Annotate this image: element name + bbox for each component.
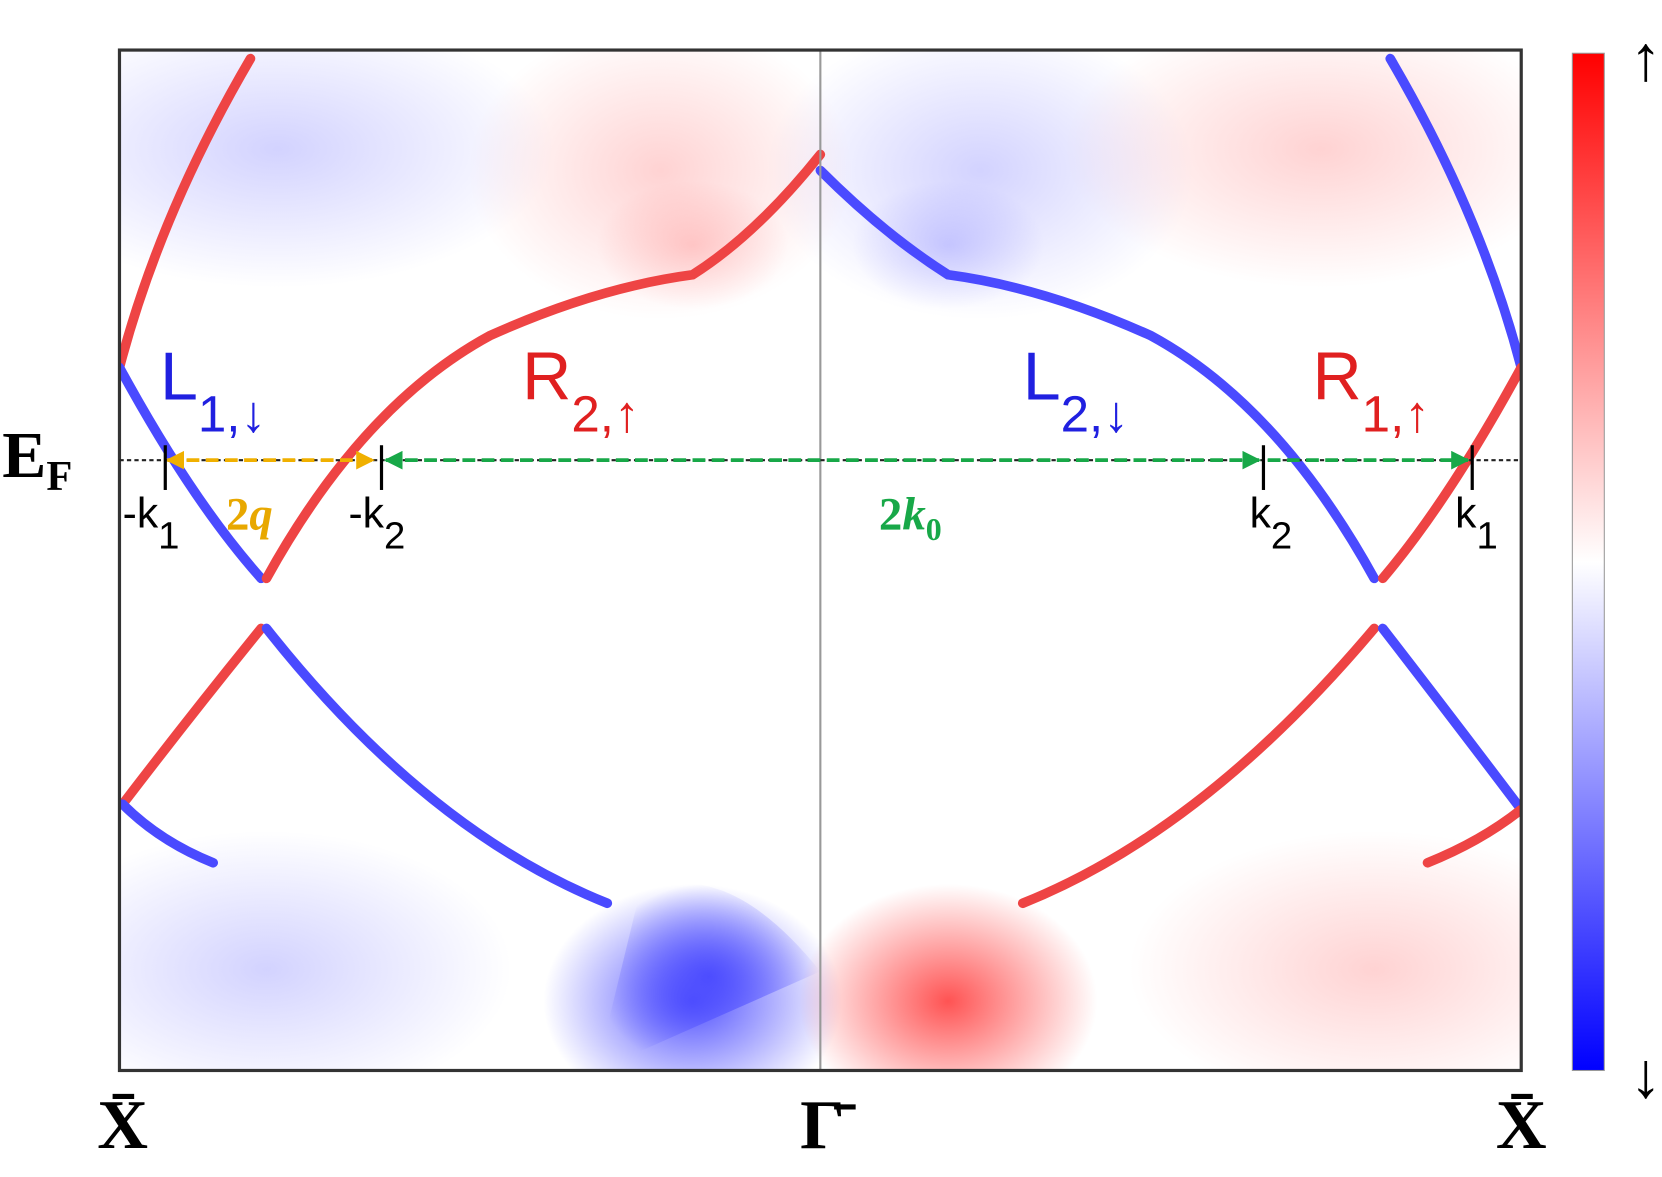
label-part: 1 <box>158 515 179 558</box>
label-part: -k <box>348 489 384 537</box>
label-part: R <box>1312 338 1361 414</box>
label-part: L <box>1023 338 1061 414</box>
spectral-map <box>119 50 1522 1071</box>
label-part: k <box>1250 489 1272 537</box>
label-part: 1 <box>1476 515 1497 558</box>
x-label: X̄ <box>97 1086 148 1164</box>
x-label: Γ̄ <box>800 1086 856 1164</box>
label-part: 2 <box>1271 515 1292 558</box>
label-part: 2 <box>226 488 249 540</box>
colorbar-top: ↑ <box>1630 22 1662 94</box>
label-part: 2 <box>384 515 405 558</box>
band-label: R2,↑ <box>522 338 639 442</box>
colorbar-bottom: ↓ <box>1630 1039 1662 1111</box>
k-label: -k2 <box>348 489 405 557</box>
label-part: 2 <box>879 488 902 540</box>
band-label: L1,↓ <box>160 338 266 442</box>
plot-frame <box>117 48 1523 1073</box>
label-part: E <box>2 419 46 492</box>
label-part: F <box>46 453 72 500</box>
label-part: k <box>902 488 926 540</box>
band-label: R1,↑ <box>1312 338 1429 442</box>
label-part: L <box>160 338 198 414</box>
label-part: 2,↓ <box>1061 385 1129 442</box>
span-label: 2k0 <box>879 488 942 547</box>
k-label: k2 <box>1250 489 1293 557</box>
k-label: -k1 <box>123 489 180 557</box>
label-part: k <box>1455 489 1477 537</box>
label-part: 0 <box>926 512 942 547</box>
x-label: X̄ <box>1496 1086 1547 1164</box>
label-part: -k <box>123 489 159 537</box>
k-label: k1 <box>1455 489 1498 557</box>
label-part: R <box>522 338 571 414</box>
band-label: L2,↓ <box>1023 338 1129 442</box>
label-part: q <box>249 488 272 540</box>
label-part: 1,↓ <box>198 385 266 442</box>
y-label: EF <box>2 419 72 500</box>
k-ticks <box>163 445 1474 490</box>
span-label: 2q <box>226 488 273 540</box>
colorbar <box>1571 52 1605 1072</box>
label-part: 1,↑ <box>1362 385 1430 442</box>
label-part: 2,↑ <box>571 385 639 442</box>
